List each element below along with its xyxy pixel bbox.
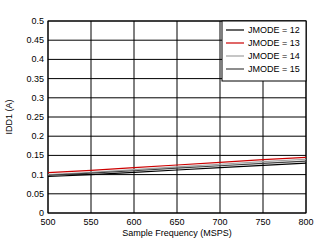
x-tick-label: 800 (298, 217, 313, 227)
y-tick-label: 0.5 (31, 16, 44, 26)
y-tick-label: 0.15 (26, 150, 44, 160)
plot-frame (48, 21, 306, 213)
legend-swatch (226, 42, 244, 43)
y-tick-label: 0.25 (26, 112, 44, 122)
x-tick-label: 700 (212, 217, 227, 227)
x-tick-label: 650 (169, 217, 184, 227)
x-tick-label: 500 (40, 217, 55, 227)
y-grid-line (48, 117, 306, 118)
y-tick-label: 0.2 (31, 131, 44, 141)
y-tick-label: 0.4 (31, 54, 44, 64)
y-grid-line (48, 193, 306, 194)
x-axis-label: Sample Frequency (MSPS) (122, 228, 232, 238)
legend-label: JMODE = 14 (248, 51, 300, 61)
y-tick-label: 0.1 (31, 170, 44, 180)
legend-swatch (226, 55, 244, 56)
series-line (48, 159, 306, 174)
chart-svg: 500 550 600 650 700 750 800 0 0.05 0.1 0.15 0.2 0.25… (0, 0, 327, 243)
series-line (48, 157, 306, 172)
y-grid-line (48, 155, 306, 156)
legend-label: JMODE = 15 (248, 64, 300, 74)
y-tick-label: 0.35 (26, 74, 44, 84)
series-group (48, 157, 306, 176)
legend-swatch (226, 29, 244, 30)
x-tick-label: 550 (83, 217, 98, 227)
legend-swatch (226, 68, 244, 69)
y-tick-label: 0.05 (26, 189, 44, 199)
y-tick-label: 0 (39, 208, 44, 218)
background (0, 0, 327, 243)
x-tick-label: 600 (126, 217, 141, 227)
x-tick-label: 750 (255, 217, 270, 227)
y-tick-label: 0.45 (26, 35, 44, 45)
y-grid-line (48, 136, 306, 137)
y-grid-line (48, 97, 306, 98)
series-line (48, 161, 306, 175)
y-tick-label: 0.3 (31, 93, 44, 103)
y-axis-label: IDD1 (A) (4, 99, 14, 134)
legend-label: JMODE = 12 (248, 25, 300, 35)
legend-label: JMODE = 13 (248, 38, 300, 48)
chart-root: 500 550 600 650 700 750 800 0 0.05 0.1 0.15 0.2 0.25… (0, 0, 327, 243)
legend-box (222, 21, 306, 81)
